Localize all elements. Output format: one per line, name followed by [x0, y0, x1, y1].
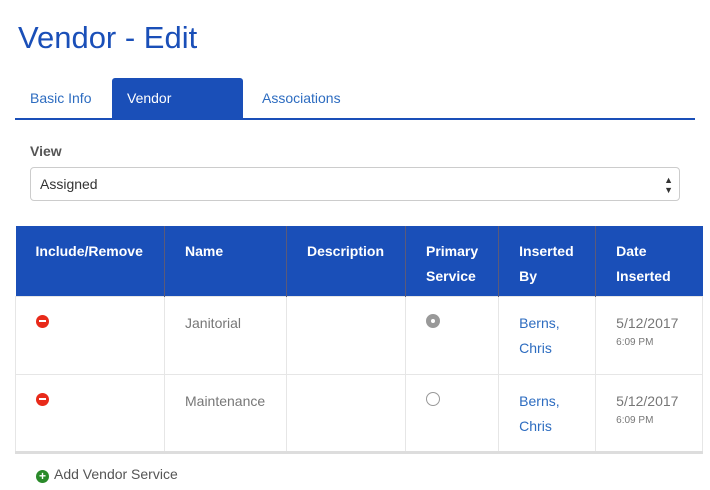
- primary-service-radio[interactable]: [426, 313, 440, 328]
- remove-icon[interactable]: [36, 314, 49, 328]
- table-row: Janitorial Berns, Chris 5/12/2017 6:09 PM: [15, 295, 703, 375]
- header-date-inserted: Date Inserted: [595, 226, 703, 296]
- plus-circle-icon: +: [36, 470, 49, 483]
- remove-icon[interactable]: [36, 392, 49, 406]
- service-name: Maintenance: [164, 373, 287, 454]
- view-label: View: [30, 143, 62, 159]
- header-description: Description: [286, 226, 406, 296]
- add-vendor-service-button[interactable]: + Add Vendor Service: [36, 466, 178, 483]
- view-select-value: Assigned: [40, 176, 98, 192]
- page-title: Vendor - Edit: [18, 20, 198, 55]
- inserted-by-link[interactable]: Berns, Chris: [519, 392, 560, 434]
- tab-associations[interactable]: Associations: [262, 90, 341, 106]
- table-row: Maintenance Berns, Chris 5/12/2017 6:09 P…: [15, 373, 703, 454]
- service-description: [286, 295, 406, 375]
- tab-vendor-services[interactable]: Vendor Services: [112, 78, 243, 146]
- header-include-remove: Include/Remove: [15, 226, 165, 296]
- tab-basic-info[interactable]: Basic Info: [30, 90, 92, 106]
- view-select[interactable]: Assigned ▲ ▼: [30, 167, 680, 201]
- inserted-by-link[interactable]: Berns, Chris: [519, 314, 560, 356]
- select-arrows-icon: ▲ ▼: [664, 175, 673, 195]
- primary-service-radio[interactable]: [426, 391, 440, 406]
- tab-bar: Basic Info Vendor Services Associations: [15, 78, 695, 146]
- add-vendor-service-label: Add Vendor Service: [54, 466, 178, 482]
- date-inserted: 5/12/2017: [616, 392, 679, 409]
- time-inserted: 6:09 PM: [616, 336, 654, 348]
- header-inserted-by: Inserted By: [498, 226, 597, 296]
- vendor-services-table: Include/Remove Name Description Primary …: [15, 226, 703, 454]
- time-inserted: 6:09 PM: [616, 414, 654, 426]
- table-header: Include/Remove Name Description Primary …: [15, 226, 703, 296]
- header-name: Name: [164, 226, 287, 296]
- service-name: Janitorial: [164, 295, 287, 375]
- service-description: [286, 373, 406, 454]
- date-inserted: 5/12/2017: [616, 314, 679, 331]
- header-primary-service: Primary Service: [405, 226, 500, 296]
